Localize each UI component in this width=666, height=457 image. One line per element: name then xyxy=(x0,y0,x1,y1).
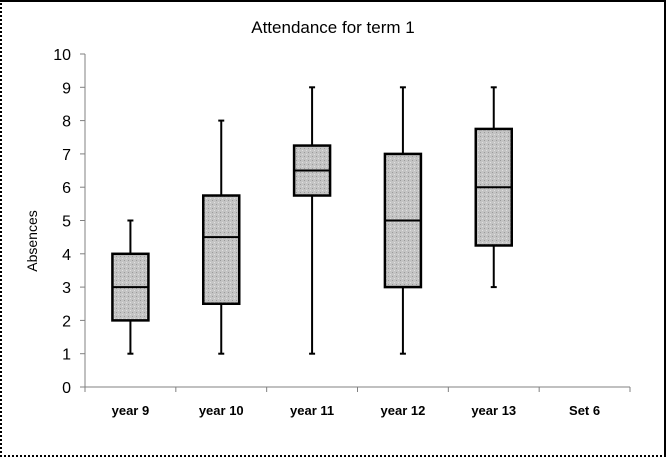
y-tick-label: 5 xyxy=(62,214,71,231)
y-tick-label: 1 xyxy=(62,347,71,364)
y-axis-label: Absences xyxy=(24,210,40,271)
x-tick-label: year 13 xyxy=(471,403,516,418)
x-tick-label: year 12 xyxy=(381,403,426,418)
chart-title: Attendance for term 1 xyxy=(251,18,414,37)
x-tick-label: year 11 xyxy=(290,403,334,418)
y-tick-label: 10 xyxy=(53,47,71,64)
y-tick-label: 3 xyxy=(62,280,71,297)
y-tick-label: 0 xyxy=(62,380,71,397)
box-year-9 xyxy=(111,219,150,355)
box-year-12 xyxy=(383,86,423,355)
x-tick-label: Set 6 xyxy=(569,403,600,418)
box-year-13 xyxy=(474,86,513,289)
iqr-box xyxy=(202,194,241,305)
x-tick-label: year 9 xyxy=(112,403,150,418)
y-tick-label: 8 xyxy=(62,114,71,131)
y-tick-label: 9 xyxy=(62,80,71,97)
x-tick-label: year 10 xyxy=(199,403,244,418)
y-tick-label: 4 xyxy=(62,247,71,264)
y-tick-label: 6 xyxy=(62,180,71,197)
y-tick-label: 7 xyxy=(62,147,71,164)
box-year-11 xyxy=(292,86,332,355)
box-year-10 xyxy=(202,119,241,355)
y-tick-label: 2 xyxy=(62,313,71,330)
